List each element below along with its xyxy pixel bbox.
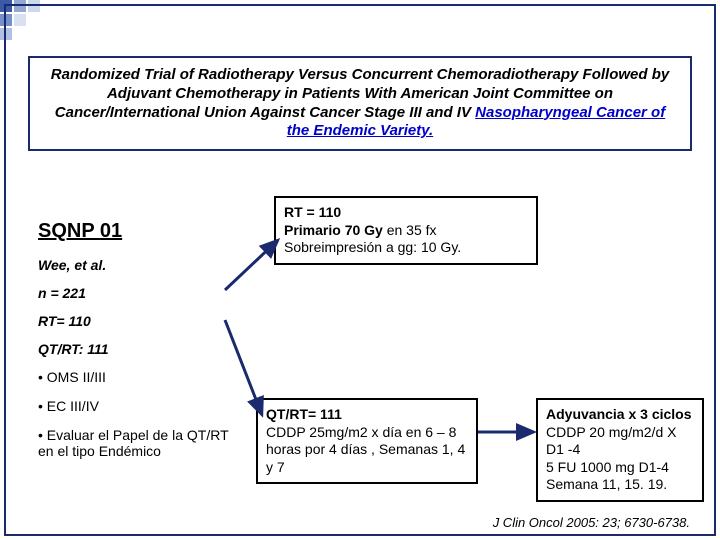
qtrt-line1: QT/RT= 111 — [266, 406, 342, 422]
qtrt-count: QT/RT: 111 — [38, 341, 238, 357]
left-column: SQNP 01 Wee, et al. n = 221 RT= 110 QT/R… — [38, 220, 238, 472]
rt-line2-rest: en 35 fx — [387, 222, 437, 238]
study-id: SQNP 01 — [38, 220, 238, 243]
rt-box: RT = 110 Primario 70 Gy en 35 fx Sobreim… — [274, 196, 538, 265]
rt-count: RT= 110 — [38, 313, 238, 329]
rt-line2-bold: Primario 70 Gy — [284, 222, 387, 238]
adj-line1: Adyuvancia x 3 ciclos — [546, 406, 692, 422]
adj-line4: Semana 11, 15. 19. — [546, 476, 694, 494]
bullet-evaluar: • Evaluar el Papel de la QT/RT en el tip… — [38, 427, 238, 461]
citation-text: J Clin Oncol 2005: 23; 6730-6738. — [493, 515, 690, 530]
qtrt-line2: CDDP 25mg/m2 x día en 6 – 8 horas por 4 … — [266, 424, 468, 477]
adj-line3: 5 FU 1000 mg D1-4 — [546, 459, 694, 477]
title-text: Randomized Trial of Radiotherapy Versus … — [42, 66, 678, 141]
bullet-oms: • OMS II/III — [38, 369, 238, 386]
authors: Wee, et al. — [38, 257, 238, 273]
title-box: Randomized Trial of Radiotherapy Versus … — [28, 56, 692, 151]
bullet-ec: • EC III/IV — [38, 398, 238, 415]
adj-line2: CDDP 20 mg/m2/d X D1 -4 — [546, 424, 694, 459]
n-total: n = 221 — [38, 285, 238, 301]
citation: J Clin Oncol 2005: 23; 6730-6738. — [493, 515, 690, 530]
rt-line3: Sobreimpresión a gg: 10 Gy. — [284, 239, 528, 257]
adjuvant-box: Adyuvancia x 3 ciclos CDDP 20 mg/m2/d X … — [536, 398, 704, 502]
rt-line1: RT = 110 — [284, 204, 341, 220]
qtrt-box: QT/RT= 111 CDDP 25mg/m2 x día en 6 – 8 h… — [256, 398, 478, 484]
